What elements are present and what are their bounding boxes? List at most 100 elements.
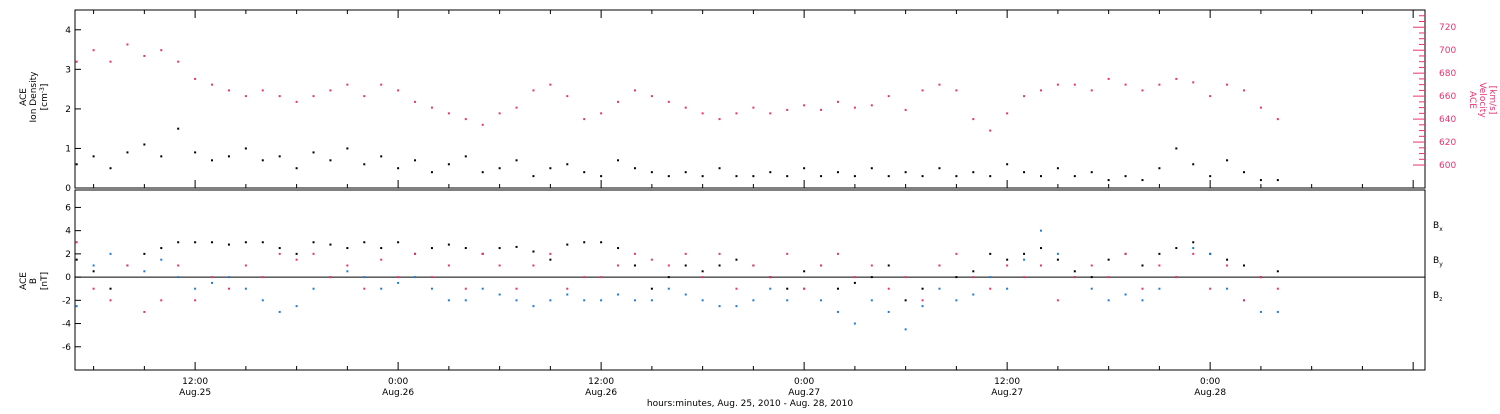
data-point-velocity: [904, 108, 907, 111]
data-point-ion-density: [1023, 171, 1026, 174]
data-point-bz: [244, 264, 247, 267]
data-point-ion-density: [414, 159, 417, 162]
data-point-bx: [75, 258, 78, 261]
data-point-bz: [938, 264, 941, 267]
data-point-bx: [633, 264, 636, 267]
data-point-bx: [1006, 258, 1009, 261]
data-point-by: [261, 299, 264, 302]
x-tick-date-label: Aug.26: [382, 388, 414, 398]
data-point-velocity: [1090, 89, 1093, 92]
data-point-bz: [414, 252, 417, 255]
legend-entry-by: By: [1433, 256, 1443, 268]
data-point-ion-density: [126, 151, 129, 154]
top-ylabel-line1: ACE: [19, 88, 29, 106]
data-point-by: [515, 299, 518, 302]
x-tick-date-label: Aug.26: [585, 388, 617, 398]
bottom-left-tick-label: 2: [65, 250, 71, 260]
data-point-by: [447, 299, 450, 302]
data-point-velocity: [684, 106, 687, 109]
data-point-bx: [1276, 270, 1279, 273]
data-point-ion-density: [989, 175, 992, 178]
data-point-by: [633, 299, 636, 302]
data-point-by: [160, 258, 163, 261]
data-point-bz: [853, 276, 856, 279]
data-point-velocity: [278, 95, 281, 98]
data-point-bz: [972, 276, 975, 279]
data-point-velocity: [329, 89, 332, 92]
data-point-by: [549, 299, 552, 302]
top-left-tick-label: 1: [65, 144, 71, 154]
data-point-bx: [278, 247, 281, 250]
data-point-bx: [870, 276, 873, 279]
data-point-by: [921, 305, 924, 308]
data-point-by: [278, 310, 281, 313]
data-point-ion-density: [346, 147, 349, 150]
data-point-ion-density: [752, 175, 755, 178]
data-point-bx: [887, 264, 890, 267]
top-y2label-line2: Velocity: [1477, 82, 1487, 118]
data-point-ion-density: [887, 175, 890, 178]
data-point-by: [177, 276, 180, 279]
data-point-bx: [227, 243, 230, 246]
data-point-ion-density: [329, 159, 332, 162]
data-point-velocity: [1107, 77, 1110, 80]
data-point-bx: [380, 247, 383, 250]
data-point-by: [1056, 252, 1059, 255]
data-point-bz: [1090, 264, 1093, 267]
data-point-by: [887, 310, 890, 313]
data-point-ion-density: [1259, 179, 1262, 182]
top-left-tick-label: 2: [65, 105, 71, 115]
data-point-ion-density: [278, 155, 281, 158]
data-point-ion-density: [1226, 159, 1229, 162]
data-point-bx: [989, 252, 992, 255]
data-point-by: [1226, 287, 1229, 290]
data-point-bz: [363, 287, 366, 290]
data-point-bz: [515, 287, 518, 290]
data-point-bx: [1056, 258, 1059, 261]
data-point-bx: [650, 287, 653, 290]
data-point-bz: [887, 287, 890, 290]
data-point-velocity: [1226, 83, 1229, 86]
data-point-velocity: [566, 95, 569, 98]
data-point-bz: [1192, 252, 1195, 255]
data-point-velocity: [1023, 95, 1026, 98]
data-point-bx: [803, 270, 806, 273]
data-point-velocity: [532, 89, 535, 92]
data-point-ion-density: [803, 167, 806, 170]
data-point-bx: [92, 270, 95, 273]
data-point-bz: [989, 287, 992, 290]
data-point-bz: [75, 241, 78, 244]
data-point-bx: [515, 245, 518, 248]
data-point-bz: [1276, 287, 1279, 290]
top-panel: 0 1 2 3 4 600 620 640 660 680 700 720 ACE Ion Dens…: [19, 9, 1497, 194]
data-point-bx: [312, 241, 315, 244]
top-left-tick-label: 4: [65, 26, 71, 36]
legend-subscript: x: [1439, 226, 1443, 233]
bottom-data-points: [75, 229, 1279, 331]
top-right-tick-label: 720: [1439, 23, 1456, 33]
data-point-bz: [380, 258, 383, 261]
data-point-velocity: [380, 83, 383, 86]
data-point-velocity: [820, 108, 823, 111]
data-point-ion-density: [1090, 171, 1093, 174]
data-point-ion-density: [617, 159, 620, 162]
data-point-bx: [1242, 264, 1245, 267]
data-point-velocity: [75, 60, 78, 63]
bottom-panel-frame: [74, 189, 1426, 371]
data-point-bz: [836, 252, 839, 255]
data-point-by: [820, 299, 823, 302]
top-y2label-line1: ACE: [1467, 91, 1477, 109]
data-point-by: [1006, 287, 1009, 290]
data-point-bx: [1073, 270, 1076, 273]
bottom-ylabel-line2: B: [29, 278, 39, 284]
data-point-bz: [227, 287, 230, 290]
data-point-ion-density: [938, 167, 941, 170]
data-point-ion-density: [430, 171, 433, 174]
data-point-bz: [549, 252, 552, 255]
data-point-bz: [955, 252, 958, 255]
data-point-velocity: [633, 89, 636, 92]
bottom-left-axis: -6 -4 -2 0 2 4 6: [62, 203, 81, 353]
data-point-bx: [566, 243, 569, 246]
data-point-velocity: [549, 83, 552, 86]
